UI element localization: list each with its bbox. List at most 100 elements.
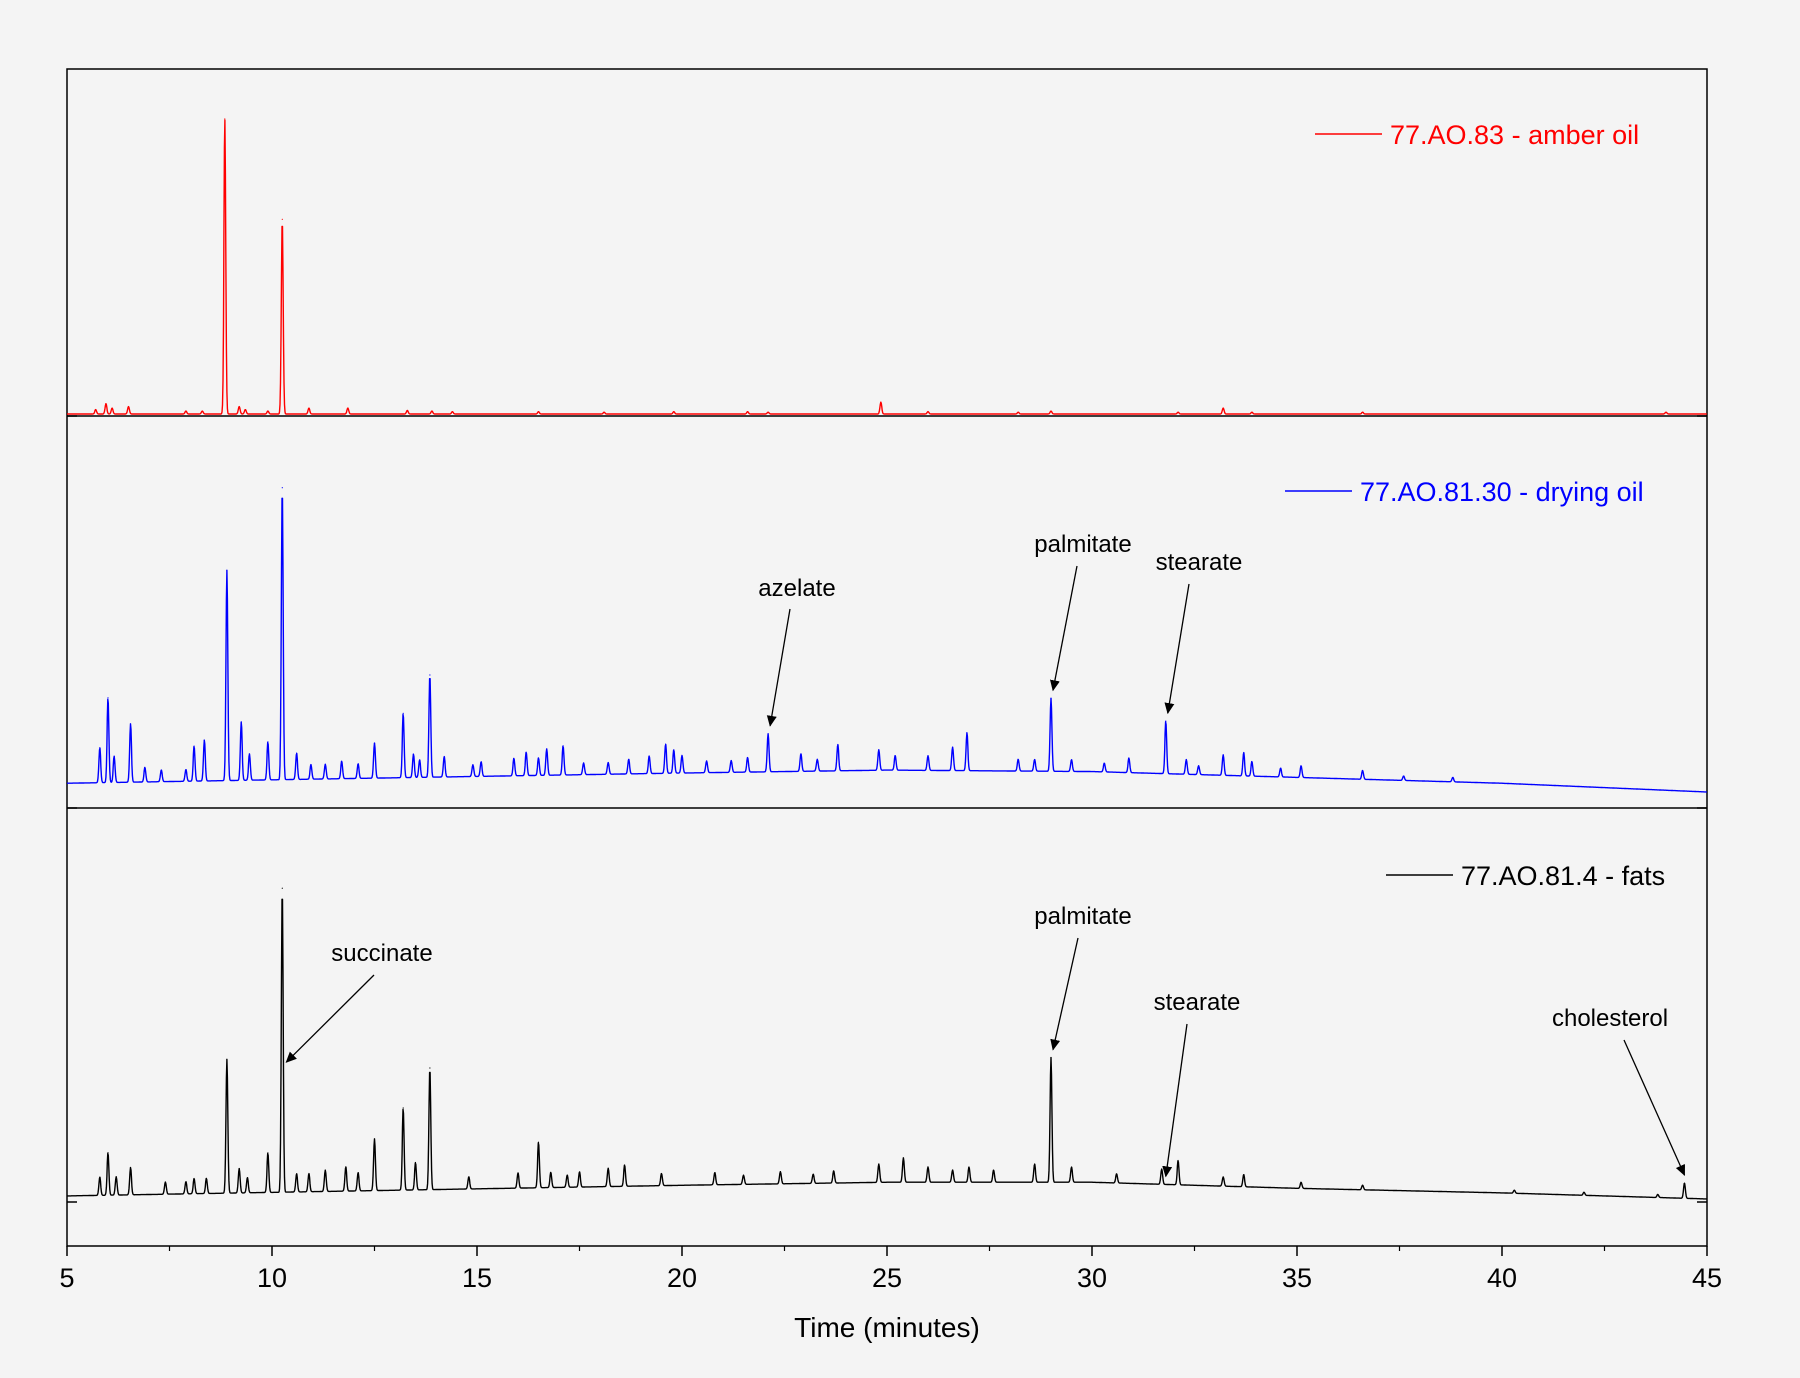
peak-point bbox=[468, 1176, 470, 1178]
peak-point bbox=[95, 409, 97, 411]
peak-point bbox=[193, 1177, 195, 1180]
peak-point bbox=[185, 1181, 187, 1183]
peak-point bbox=[628, 758, 630, 760]
peak-point bbox=[894, 755, 896, 757]
peak-point bbox=[1300, 765, 1302, 767]
peak-point bbox=[665, 743, 667, 745]
peak-point bbox=[1300, 1181, 1302, 1183]
x-tick-label: 40 bbox=[1487, 1263, 1517, 1293]
peak-point bbox=[203, 739, 205, 741]
peak-point bbox=[1070, 759, 1073, 761]
peak-point bbox=[1116, 1173, 1118, 1175]
peak-point bbox=[583, 762, 585, 764]
peak-point bbox=[1665, 411, 1667, 413]
x-tick-label: 25 bbox=[872, 1263, 902, 1293]
legend-label: 77.AO.81.30 - drying oil bbox=[1360, 477, 1644, 507]
peak-point bbox=[99, 1176, 101, 1178]
peak-point bbox=[1050, 1057, 1052, 1059]
peak-point bbox=[281, 487, 283, 489]
peak-point bbox=[767, 411, 769, 413]
peak-point bbox=[812, 1173, 814, 1175]
peak-point bbox=[902, 1157, 905, 1159]
peak-point bbox=[472, 764, 474, 766]
peak-point bbox=[345, 1166, 347, 1168]
peak-point bbox=[1243, 1174, 1245, 1176]
annotation-arrow bbox=[1049, 565, 1078, 692]
peak-point bbox=[164, 1181, 166, 1183]
peak-point bbox=[993, 1169, 995, 1171]
peak-point bbox=[878, 749, 880, 751]
peak-point bbox=[1185, 759, 1187, 761]
peak-point bbox=[833, 1170, 835, 1172]
peak-point bbox=[880, 401, 882, 403]
peak-point bbox=[107, 1152, 109, 1154]
peak-point bbox=[129, 723, 132, 725]
peak-point bbox=[105, 403, 107, 405]
peak-point bbox=[681, 754, 683, 757]
peak-point bbox=[779, 1171, 782, 1173]
peak-point bbox=[347, 407, 349, 409]
peak-point bbox=[296, 1173, 298, 1175]
peak-point bbox=[1128, 757, 1130, 759]
peak-point bbox=[238, 406, 240, 408]
peak-point bbox=[550, 1171, 552, 1173]
peak-point bbox=[578, 1171, 581, 1173]
peak-point bbox=[1403, 775, 1405, 777]
peak-point bbox=[412, 753, 414, 755]
peak-point bbox=[431, 410, 433, 412]
peak-point bbox=[357, 1172, 359, 1174]
peak-point bbox=[607, 762, 609, 764]
peak-point bbox=[1161, 1168, 1163, 1170]
peak-point bbox=[1222, 754, 1224, 756]
annotation-label: azelate bbox=[758, 575, 835, 602]
peak-point bbox=[927, 1166, 929, 1168]
peak-point bbox=[537, 411, 540, 413]
peak-point bbox=[267, 741, 269, 743]
peak-point bbox=[308, 1172, 310, 1175]
peak-point bbox=[747, 756, 749, 759]
peak-point bbox=[927, 755, 929, 757]
peak-point bbox=[742, 1174, 745, 1176]
peak-point bbox=[310, 764, 312, 766]
peak-point bbox=[429, 1067, 431, 1069]
peak-point bbox=[281, 887, 283, 889]
peak-point bbox=[1243, 751, 1245, 754]
plot-frame bbox=[66, 68, 1708, 1247]
peak-point bbox=[1583, 1191, 1585, 1193]
peak-point bbox=[730, 760, 732, 762]
peak-point bbox=[1251, 411, 1253, 413]
traces bbox=[66, 118, 1708, 1200]
peak-point bbox=[1017, 411, 1019, 413]
peak-point bbox=[607, 1167, 609, 1169]
peak-point bbox=[267, 410, 269, 412]
peak-point bbox=[107, 697, 109, 699]
peak-point bbox=[226, 1058, 228, 1060]
x-tick-label: 30 bbox=[1077, 1263, 1107, 1293]
peak-point bbox=[193, 745, 195, 747]
x-axis-title: Time (minutes) bbox=[794, 1312, 980, 1343]
legend-label: 77.AO.83 - amber oil bbox=[1390, 120, 1639, 150]
peak-point bbox=[201, 410, 203, 412]
trace-amber-oil bbox=[66, 119, 1708, 415]
peak-point bbox=[160, 769, 162, 771]
annotation-arrow bbox=[1164, 583, 1190, 715]
annotation-label: succinate bbox=[331, 940, 432, 967]
annotation-label: cholesterol bbox=[1552, 1005, 1668, 1032]
peak-point bbox=[800, 753, 802, 755]
peak-point bbox=[952, 1169, 954, 1171]
peak-point bbox=[324, 763, 326, 765]
peak-point bbox=[1362, 411, 1364, 413]
annotation-label: palmitate bbox=[1034, 531, 1131, 558]
legend-label: 77.AO.81.4 - fats bbox=[1461, 861, 1665, 891]
peak-point bbox=[308, 407, 310, 409]
peak-point bbox=[660, 1172, 663, 1175]
peak-point bbox=[673, 749, 675, 751]
peak-point bbox=[714, 1172, 716, 1174]
peak-point bbox=[414, 1161, 417, 1164]
peak-point bbox=[878, 1163, 880, 1165]
peak-point bbox=[185, 410, 187, 412]
peak-point bbox=[1513, 1189, 1515, 1191]
peak-point bbox=[1222, 1176, 1224, 1178]
peak-point bbox=[966, 732, 968, 734]
